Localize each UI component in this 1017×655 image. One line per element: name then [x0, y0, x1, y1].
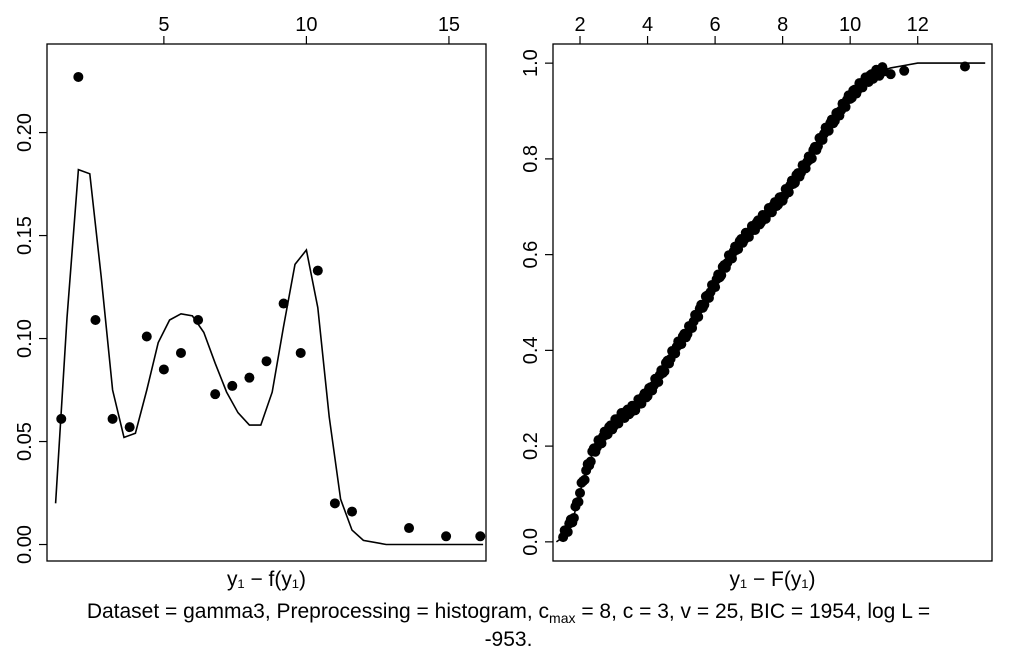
data-point — [575, 487, 586, 498]
y-tick-label: 0.8 — [520, 145, 542, 173]
fitted-curve — [54, 168, 484, 546]
data-point — [193, 315, 204, 326]
data-point — [175, 347, 186, 358]
x-tick-label: 6 — [710, 14, 721, 36]
data-point — [347, 506, 358, 517]
data-point — [959, 61, 970, 72]
data-point — [806, 153, 817, 164]
data-point — [158, 364, 169, 375]
x-tick-label: 10 — [839, 14, 861, 36]
y-tick-label: 0.20 — [14, 113, 36, 152]
x-axis-label: y₁ − f(y₁) — [227, 568, 306, 591]
data-point — [659, 366, 670, 377]
fitted-curve — [555, 62, 986, 543]
data-point — [90, 315, 101, 326]
data-point — [693, 311, 704, 322]
caption-subscript: max — [549, 610, 576, 627]
data-point — [475, 531, 486, 542]
data-point — [716, 270, 727, 281]
data-point — [295, 347, 306, 358]
data-point — [73, 71, 84, 82]
data-point — [579, 474, 590, 485]
caption-line-2: -953. — [0, 628, 1017, 652]
data-point — [312, 265, 323, 276]
x-tick-label: 12 — [907, 14, 929, 36]
data-point — [210, 389, 221, 400]
y-tick-label: 0.10 — [14, 319, 36, 358]
data-point — [227, 380, 238, 391]
x-tick-label: 10 — [295, 14, 317, 36]
y-tick-label: 0.00 — [14, 525, 36, 564]
data-point — [568, 512, 579, 523]
cdf-panel: 2 4 6 8 10 12 0.0 0.2 0.4 0.6 0.8 1.0 y₁ − F(y₁) — [520, 14, 993, 591]
data-point — [244, 372, 255, 383]
y-tick-label: 0.05 — [14, 422, 36, 461]
x-tick-label: 15 — [438, 14, 460, 36]
y-tick-label: 0.0 — [520, 528, 542, 556]
data-point — [141, 331, 152, 342]
data-point — [56, 413, 67, 424]
data-point — [823, 125, 834, 136]
density-panel: 5 10 15 0.00 0.05 0.10 0.15 0.20 y₁ − f(y₁) — [14, 14, 487, 591]
x-tick-label: 8 — [777, 14, 788, 36]
plot-frame — [552, 43, 993, 562]
data-point — [261, 356, 272, 367]
plot-frame — [46, 43, 487, 562]
caption-text-2: = 8, c = 3, v = 25, BIC = 1954, log L = — [575, 600, 931, 623]
caption: Dataset = gamma3, Preprocessing = histog… — [0, 600, 1017, 626]
data-point — [329, 498, 340, 509]
x-tick-label: 4 — [642, 14, 653, 36]
y-tick-label: 0.6 — [520, 241, 542, 269]
x-axis-label: y₁ − F(y₁) — [730, 568, 816, 591]
caption-text-3: -953. — [484, 628, 533, 651]
data-point — [107, 413, 118, 424]
y-tick-label: 0.15 — [14, 216, 36, 255]
data-point — [885, 69, 896, 80]
figure: 5 10 15 0.00 0.05 0.10 0.15 0.20 y₁ − f(y₁) 2 4 6 8… — [14, 14, 993, 591]
y-tick-label: 1.0 — [520, 49, 542, 77]
y-tick-label: 0.4 — [520, 336, 542, 364]
data-point — [710, 282, 721, 293]
data-point — [562, 526, 573, 537]
data-point — [404, 523, 415, 534]
y-tick-label: 0.2 — [520, 432, 542, 460]
data-point — [573, 496, 584, 507]
caption-text-1: Dataset = gamma3, Preprocessing = histog… — [86, 600, 550, 623]
x-tick-label: 2 — [574, 14, 585, 36]
data-point — [585, 456, 596, 467]
data-point — [441, 531, 452, 542]
x-tick-label: 5 — [158, 14, 169, 36]
data-point — [124, 422, 135, 433]
data-point — [899, 65, 910, 76]
data-point — [278, 298, 289, 309]
